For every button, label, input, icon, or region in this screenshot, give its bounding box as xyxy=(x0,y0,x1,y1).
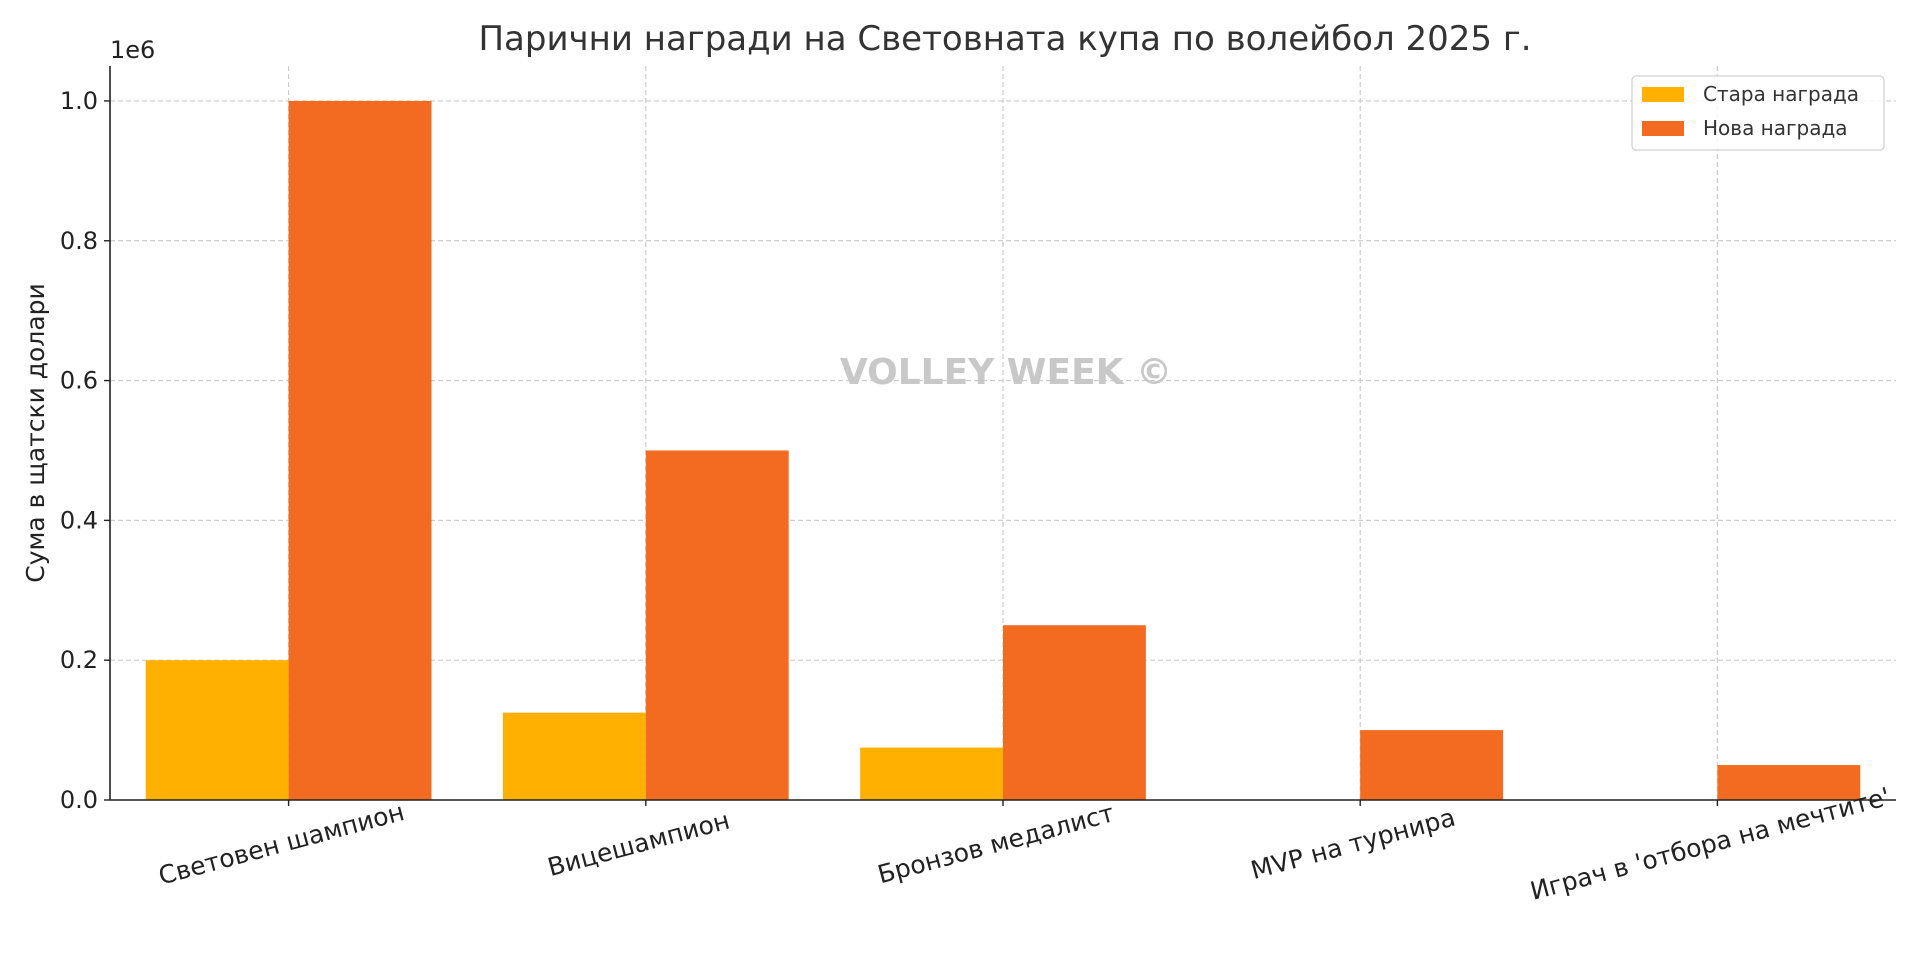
legend: Стара награда Нова награда xyxy=(1631,75,1885,151)
bars xyxy=(145,100,1861,800)
y-axis-label: Сума в щатски долари xyxy=(21,283,50,583)
x-tick-label: Вицешампион xyxy=(544,806,732,882)
y-tick-label: 0.0 xyxy=(60,786,98,814)
legend-label: Нова награда xyxy=(1703,116,1848,140)
watermark-text: VOLLEY WEEK © xyxy=(840,352,1172,393)
y-axis-scale-label: 1e6 xyxy=(110,36,155,64)
chart-title: Парични награди на Световната купа по во… xyxy=(478,19,1531,59)
axes xyxy=(104,66,1896,806)
bar-old-1 xyxy=(502,712,646,800)
legend-swatch xyxy=(1642,87,1684,102)
legend-box xyxy=(1631,75,1885,151)
bar-new-0 xyxy=(288,100,432,800)
watermark: VOLLEY WEEK © xyxy=(840,352,1172,393)
y-tick-label: 0.4 xyxy=(60,506,98,534)
y-tick-label: 0.2 xyxy=(60,646,98,674)
x-tick-label: Световен шампион xyxy=(155,797,407,891)
y-tick-labels: 0.0 0.2 0.4 0.6 0.8 1.0 xyxy=(60,87,98,814)
y-tick-label: 1.0 xyxy=(60,87,98,115)
y-tick-label: 0.6 xyxy=(60,367,98,395)
y-tick-label: 0.8 xyxy=(60,227,98,255)
bar-new-3 xyxy=(1360,730,1504,800)
bar-old-2 xyxy=(860,747,1003,800)
legend-label: Стара награда xyxy=(1703,82,1859,106)
bar-new-2 xyxy=(1003,625,1146,800)
bar-old-0 xyxy=(145,660,289,800)
bar-new-4 xyxy=(1717,765,1861,800)
x-tick-label: MVP на турнира xyxy=(1248,803,1459,885)
legend-swatch xyxy=(1642,121,1684,136)
x-tick-label: Бронзов медалист xyxy=(875,798,1118,889)
bar-new-1 xyxy=(645,450,789,800)
